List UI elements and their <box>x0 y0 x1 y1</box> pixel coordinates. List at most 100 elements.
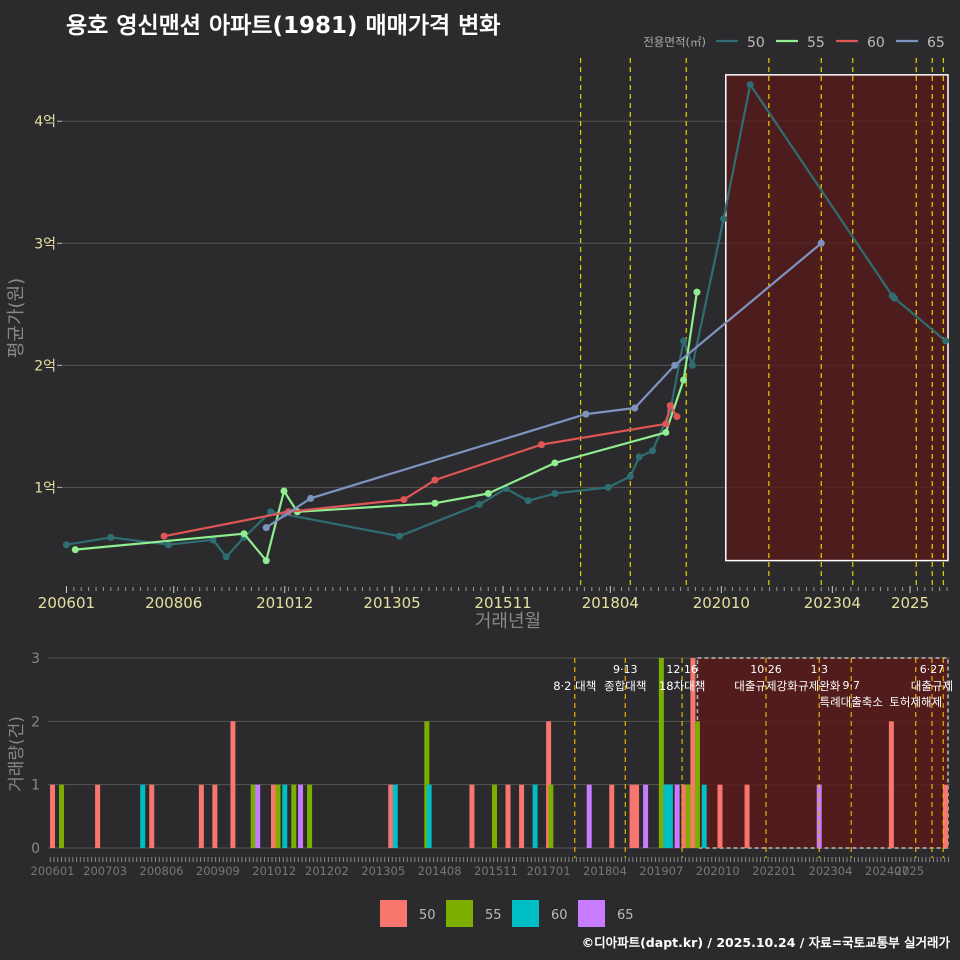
data-point-50 <box>107 533 115 541</box>
bar-legend-swatch-65 <box>578 900 605 927</box>
bar-x-tick-label: 200909 <box>196 864 240 878</box>
data-point-50 <box>942 337 950 345</box>
bar-50 <box>95 784 101 848</box>
data-point-65 <box>671 361 679 369</box>
bar-x-tick-label: 200601 <box>31 864 75 878</box>
bar-legend-swatch-60 <box>512 900 539 927</box>
x-tick-label: 202010 <box>693 594 750 612</box>
bar-50 <box>717 784 723 848</box>
bar-50 <box>505 784 511 848</box>
y-tick-label: 1억 <box>34 480 56 496</box>
policy-date: 9·13 <box>613 663 638 676</box>
highlight-region <box>725 74 949 562</box>
bar-50 <box>388 784 394 848</box>
data-point-60 <box>431 476 439 484</box>
bar-65 <box>586 784 592 848</box>
data-point-60 <box>673 413 681 421</box>
policy-date: 9·7 <box>842 679 860 692</box>
bar-legend-label-65: 65 <box>617 908 634 923</box>
data-point-65 <box>582 410 590 418</box>
policy-label: 대출규제강화 <box>734 679 798 693</box>
x-tick-label: 200806 <box>145 594 202 612</box>
bar-legend-label-60: 60 <box>551 908 568 923</box>
bar-50 <box>690 658 696 848</box>
data-point-55 <box>240 530 248 538</box>
data-point-55 <box>280 487 288 495</box>
legend-label-50: 50 <box>747 35 765 51</box>
data-point-50 <box>746 81 754 89</box>
bar-55 <box>685 784 691 848</box>
data-point-50 <box>604 483 612 491</box>
x-tick-label: 201511 <box>474 594 531 612</box>
data-point-60 <box>666 402 674 410</box>
data-point-55 <box>680 376 688 384</box>
bar-x-tick-label: 201804 <box>583 864 627 878</box>
data-point-65 <box>817 239 825 247</box>
policy-label: 규제완화 <box>798 679 841 693</box>
data-point-60 <box>160 532 168 540</box>
legend-label-65: 65 <box>927 35 945 51</box>
data-point-60 <box>400 496 408 504</box>
data-point-50 <box>720 215 728 223</box>
data-point-50 <box>395 532 403 540</box>
data-point-55 <box>551 459 559 467</box>
bar-60 <box>667 784 673 848</box>
bar-60 <box>426 784 432 848</box>
bar-legend-label-50: 50 <box>419 908 436 923</box>
bar-x-tick-label: 200806 <box>140 864 184 878</box>
data-point-50 <box>209 536 217 544</box>
bar-y-tick-label: 3 <box>31 651 40 667</box>
bar-x-tick-label: 201907 <box>639 864 683 878</box>
policy-date: 10·26 <box>750 663 782 676</box>
data-point-55 <box>431 499 439 507</box>
bar-x-tick-label: 202304 <box>809 864 853 878</box>
data-point-65 <box>262 524 270 532</box>
bar-50 <box>149 784 155 848</box>
bar-60 <box>701 784 707 848</box>
bar-50 <box>629 784 635 848</box>
series-line-60 <box>163 404 678 538</box>
bar-50 <box>519 784 525 848</box>
bar-x-tick-label: 201511 <box>474 864 518 878</box>
policy-date: 1·3 <box>810 663 828 676</box>
legend-label-60: 60 <box>867 35 885 51</box>
bar-x-tick-label: 2025 <box>895 864 924 878</box>
bar-y-tick-label: 1 <box>31 778 40 794</box>
bar-x-tick-label: 200703 <box>83 864 127 878</box>
series-line-55 <box>75 291 698 562</box>
x-tick-label: 2025 <box>891 594 929 612</box>
bar-x-tick-label: 202201 <box>752 864 796 878</box>
bar-x-tick-label: 202010 <box>696 864 740 878</box>
bar-highlight-region <box>696 657 949 849</box>
bar-55 <box>658 658 664 848</box>
bar-x-tick-label: 202407 <box>865 864 909 878</box>
x-tick-label: 201804 <box>582 594 639 612</box>
bar-55 <box>424 721 430 848</box>
data-point-65 <box>307 494 315 502</box>
bar-50 <box>609 784 615 848</box>
bar-55 <box>694 721 700 848</box>
policy-label: 대출규제 <box>911 679 953 693</box>
data-point-60 <box>538 441 546 449</box>
y-tick-label: 2억 <box>34 358 56 374</box>
bar-50 <box>888 721 894 848</box>
bar-55 <box>491 784 497 848</box>
policy-label: 18차대책 <box>659 679 705 693</box>
data-point-60 <box>662 420 670 428</box>
data-point-50 <box>222 553 230 561</box>
data-point-55 <box>693 288 701 296</box>
legend-label-55: 55 <box>807 35 825 51</box>
bar-55 <box>291 784 297 848</box>
policy-label: 8·2 대책 <box>553 679 596 693</box>
data-point-50 <box>688 361 696 369</box>
bar-60 <box>282 784 288 848</box>
bar-60 <box>663 784 669 848</box>
bar-60 <box>392 784 398 848</box>
bar-55 <box>548 784 554 848</box>
data-point-50 <box>649 447 657 455</box>
data-point-50 <box>635 453 643 461</box>
bar-65 <box>643 784 649 848</box>
data-point-50 <box>267 508 275 516</box>
data-point-50 <box>551 489 559 497</box>
